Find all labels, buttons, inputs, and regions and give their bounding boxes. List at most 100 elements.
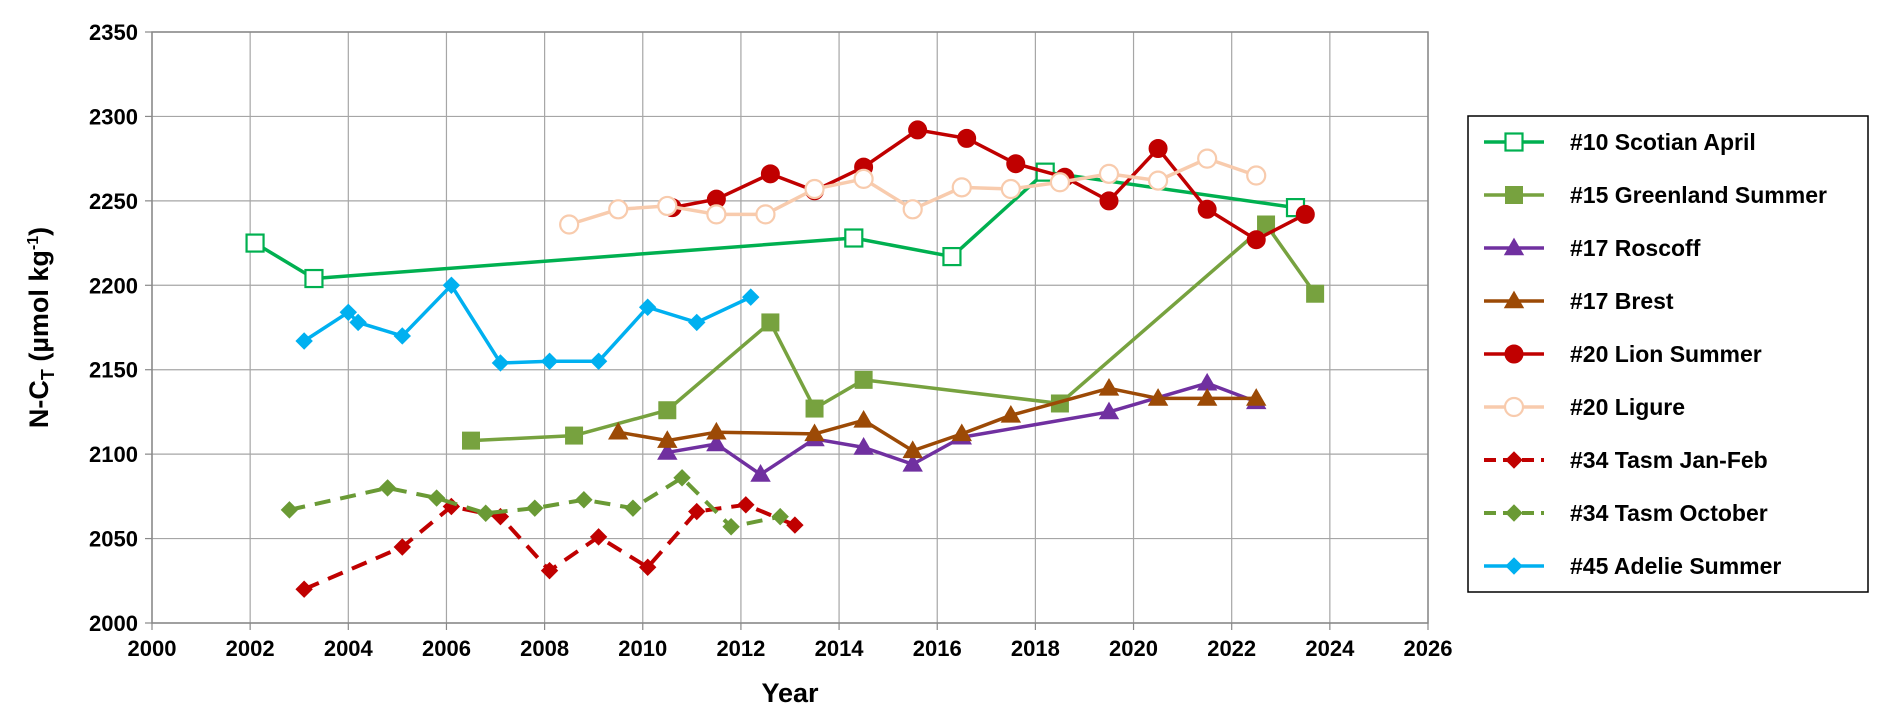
legend-label: #17 Brest bbox=[1570, 288, 1674, 314]
data-point bbox=[575, 491, 593, 509]
legend-swatch-marker bbox=[1503, 237, 1525, 256]
legend-label: #15 Greenland Summer bbox=[1570, 182, 1827, 208]
data-point bbox=[657, 430, 678, 448]
data-point bbox=[608, 421, 629, 440]
legend-item: #20 Ligure bbox=[1484, 394, 1685, 420]
data-point bbox=[688, 313, 706, 332]
series-group bbox=[245, 120, 1325, 598]
data-point bbox=[760, 164, 780, 184]
data-point bbox=[589, 528, 608, 546]
series-line bbox=[303, 502, 796, 592]
series-line bbox=[288, 475, 781, 529]
legend-swatch-marker bbox=[1505, 186, 1523, 204]
legend-label: #34 Tasm Jan-Feb bbox=[1570, 447, 1768, 473]
grid-lines bbox=[151, 31, 1429, 624]
y-axis-title-main: N-C bbox=[24, 380, 54, 428]
y-tick-label: 2050 bbox=[89, 527, 138, 552]
data-point bbox=[657, 195, 678, 217]
data-point bbox=[908, 120, 928, 140]
y-tick-label: 2000 bbox=[89, 611, 138, 636]
y-tick-label: 2300 bbox=[89, 104, 138, 129]
data-point bbox=[853, 168, 874, 190]
x-tick-label: 2022 bbox=[1207, 636, 1256, 661]
data-point bbox=[688, 502, 706, 521]
x-tick-label: 2016 bbox=[913, 636, 962, 661]
y-tick-label: 2150 bbox=[89, 358, 138, 383]
data-point bbox=[722, 518, 740, 536]
x-tick-label: 2020 bbox=[1109, 636, 1158, 661]
legend-item: #45 Adelie Summer bbox=[1484, 553, 1781, 579]
legend-swatch-marker bbox=[1503, 396, 1525, 418]
x-tick-label: 2014 bbox=[815, 636, 865, 661]
data-point bbox=[1148, 139, 1168, 159]
data-point bbox=[427, 489, 446, 507]
data-point bbox=[951, 177, 972, 198]
data-point bbox=[804, 178, 825, 200]
data-point bbox=[1197, 199, 1217, 219]
legend-item: #17 Brest bbox=[1484, 288, 1674, 314]
data-point bbox=[280, 501, 299, 519]
series-1 bbox=[462, 215, 1325, 450]
data-point bbox=[1098, 377, 1120, 396]
x-tick-label: 2026 bbox=[1404, 636, 1453, 661]
y-tick-label: 2100 bbox=[89, 442, 138, 467]
y-axis-title-close: ) bbox=[24, 227, 54, 236]
data-point bbox=[805, 399, 824, 418]
data-point bbox=[245, 233, 265, 253]
data-point bbox=[339, 303, 358, 322]
legend-item: #20 Lion Summer bbox=[1484, 341, 1762, 367]
data-point bbox=[658, 401, 677, 420]
data-point bbox=[565, 426, 584, 445]
y-tick-label: 2200 bbox=[89, 273, 138, 298]
x-axis-ticks: 2000 2002 2004 2006 2008 2010 2012 2014 2016 2018… bbox=[128, 623, 1453, 661]
data-point bbox=[1196, 388, 1218, 406]
legend-item: #17 Roscoff bbox=[1484, 235, 1701, 261]
legend-label: #34 Tasm October bbox=[1570, 500, 1768, 526]
y-tick-label: 2350 bbox=[89, 20, 138, 45]
x-axis-title: Year bbox=[761, 678, 819, 708]
y-tick-label: 2250 bbox=[89, 189, 138, 214]
data-point bbox=[1306, 284, 1325, 303]
x-tick-label: 2008 bbox=[520, 636, 569, 661]
data-point bbox=[1099, 191, 1119, 211]
legend-item: #10 Scotian April bbox=[1484, 129, 1756, 155]
data-point bbox=[755, 204, 776, 225]
legend-label: #45 Adelie Summer bbox=[1570, 553, 1781, 579]
data-point bbox=[771, 507, 789, 526]
x-tick-label: 2000 bbox=[128, 636, 177, 661]
data-point bbox=[295, 332, 313, 350]
legend-swatch-marker bbox=[1504, 344, 1524, 364]
data-point bbox=[742, 288, 760, 306]
y-axis-title: N-CT (µmol kg-1) bbox=[24, 227, 58, 428]
data-point bbox=[1147, 388, 1169, 406]
legend: #10 Scotian April #15 Greenland Summer #17… bbox=[1467, 115, 1869, 593]
series-8 bbox=[295, 276, 760, 372]
data-point bbox=[304, 268, 324, 289]
data-point bbox=[477, 504, 495, 522]
x-tick-label: 2002 bbox=[226, 636, 275, 661]
data-point bbox=[608, 199, 629, 220]
data-point bbox=[854, 370, 873, 389]
data-point bbox=[737, 496, 755, 514]
data-point bbox=[1246, 165, 1267, 186]
data-point bbox=[706, 433, 727, 452]
data-point bbox=[1098, 401, 1120, 420]
data-point bbox=[295, 580, 313, 598]
data-point bbox=[853, 437, 874, 455]
y-axis-title-units: (µmol kg bbox=[24, 250, 54, 369]
legend-swatch-marker bbox=[1505, 557, 1523, 575]
legend-label: #20 Ligure bbox=[1570, 394, 1685, 420]
data-point bbox=[624, 499, 642, 517]
legend-label: #10 Scotian April bbox=[1570, 129, 1756, 155]
legend-label: #20 Lion Summer bbox=[1570, 341, 1762, 367]
data-point bbox=[786, 516, 804, 534]
series-4 bbox=[662, 120, 1315, 250]
data-point bbox=[1000, 404, 1022, 423]
data-point bbox=[706, 204, 727, 225]
data-point bbox=[1000, 178, 1021, 200]
data-point bbox=[1295, 204, 1315, 224]
x-tick-label: 2004 bbox=[324, 636, 374, 661]
y-axis-title-superscript: -1 bbox=[25, 236, 42, 250]
series-6 bbox=[295, 496, 804, 598]
legend-swatch-marker bbox=[1505, 504, 1523, 522]
